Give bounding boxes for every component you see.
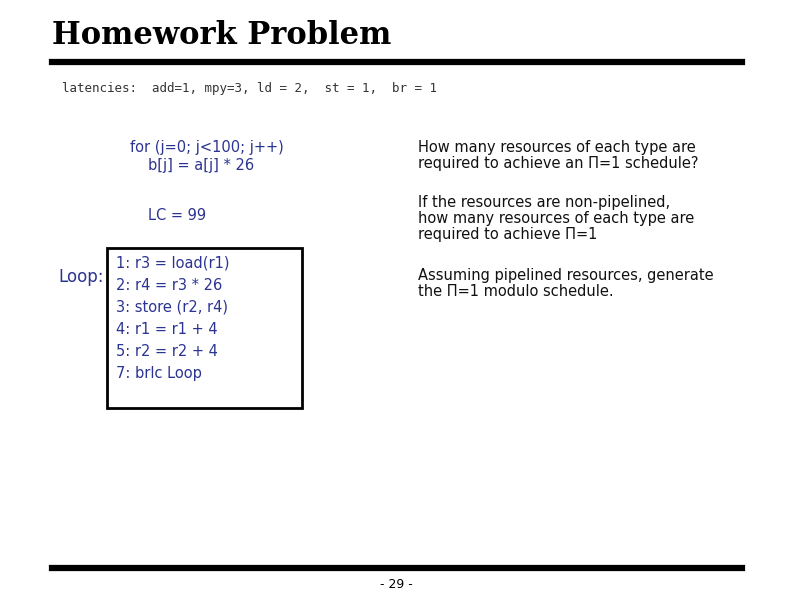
Text: required to achieve an Π=1 schedule?: required to achieve an Π=1 schedule? [418, 156, 699, 171]
Text: for (j=0; j<100; j++): for (j=0; j<100; j++) [130, 140, 284, 155]
Text: 5: r2 = r2 + 4: 5: r2 = r2 + 4 [116, 344, 218, 359]
Text: 4: r1 = r1 + 4: 4: r1 = r1 + 4 [116, 322, 218, 337]
Text: 1: r3 = load(r1): 1: r3 = load(r1) [116, 256, 230, 271]
Text: how many resources of each type are: how many resources of each type are [418, 211, 695, 226]
Text: Homework Problem: Homework Problem [52, 20, 391, 51]
Text: b[j] = a[j] * 26: b[j] = a[j] * 26 [148, 158, 254, 173]
Text: If the resources are non-pipelined,: If the resources are non-pipelined, [418, 195, 670, 210]
Text: LC = 99: LC = 99 [148, 208, 206, 223]
Text: latencies:  add=1, mpy=3, ld = 2,  st = 1,  br = 1: latencies: add=1, mpy=3, ld = 2, st = 1,… [62, 82, 437, 95]
Text: 3: store (r2, r4): 3: store (r2, r4) [116, 300, 228, 315]
Text: 2: r4 = r3 * 26: 2: r4 = r3 * 26 [116, 278, 223, 293]
Text: How many resources of each type are: How many resources of each type are [418, 140, 695, 155]
Text: 7: brlc Loop: 7: brlc Loop [116, 366, 202, 381]
Text: Assuming pipelined resources, generate: Assuming pipelined resources, generate [418, 268, 714, 283]
Text: required to achieve Π=1: required to achieve Π=1 [418, 227, 597, 242]
Text: the Π=1 modulo schedule.: the Π=1 modulo schedule. [418, 284, 614, 299]
Text: Loop:: Loop: [58, 268, 104, 286]
Text: - 29 -: - 29 - [379, 578, 413, 591]
Bar [107, 248, 302, 408]
